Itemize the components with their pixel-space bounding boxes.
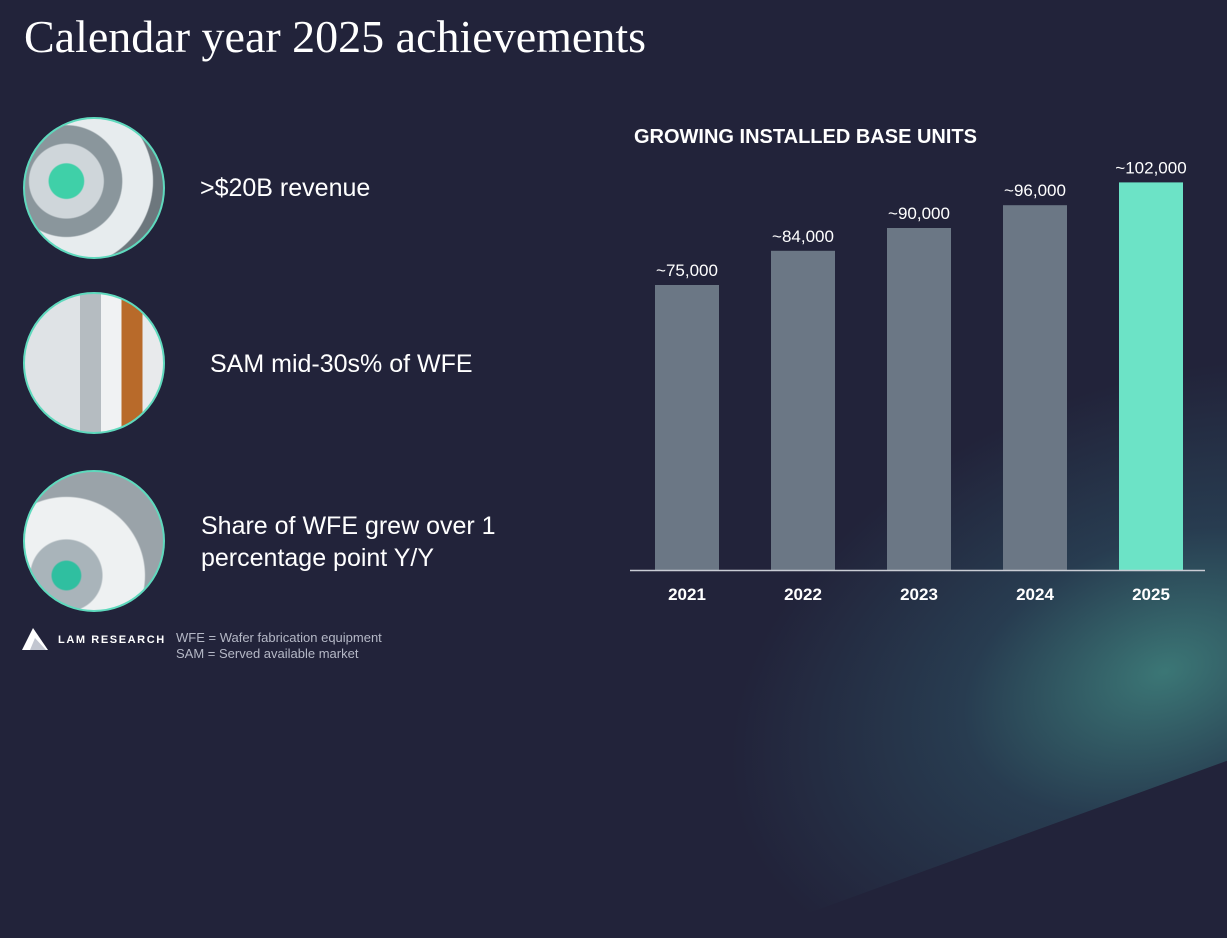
wafer-handling-image — [23, 470, 165, 612]
lam-research-logo: LAM RESEARCH — [22, 628, 166, 652]
footnotes: WFE = Wafer fabrication equipment SAM = … — [176, 630, 382, 662]
slide-title: Calendar year 2025 achievements — [24, 11, 647, 62]
bar-2022 — [771, 250, 835, 571]
equipment-image — [23, 292, 165, 434]
footnote-wfe: WFE = Wafer fabrication equipment — [176, 630, 382, 645]
x-tick-label-2025: 2025 — [1132, 585, 1170, 604]
achievement-sam: SAM mid-30s% of WFE — [210, 350, 473, 378]
bar-2023 — [887, 228, 951, 570]
bar-2021 — [655, 285, 719, 570]
chart-title: GROWING INSTALLED BASE UNITS — [634, 126, 977, 148]
bar-2024 — [1003, 205, 1067, 570]
achievement-revenue: >$20B revenue — [200, 174, 371, 202]
x-tick-label-2024: 2024 — [1016, 585, 1054, 604]
data-label-2021: ~75,000 — [656, 261, 718, 280]
bar-2025 — [1119, 182, 1183, 570]
bar-chart: ~75,000 2021 ~84,000 2022 ~90,000 2023 ~96,000… — [630, 158, 1205, 604]
logo-triangle-icon — [22, 628, 48, 650]
x-tick-label-2022: 2022 — [784, 585, 822, 604]
x-tick-label-2023: 2023 — [900, 585, 938, 604]
data-label-2022: ~84,000 — [772, 227, 834, 246]
data-label-2025: ~102,000 — [1115, 158, 1186, 177]
footnote-sam: SAM = Served available market — [176, 646, 359, 661]
data-label-2023: ~90,000 — [888, 204, 950, 223]
achievement-share: Share of WFE grew over 1 percentage poin… — [201, 512, 496, 572]
logo-text: LAM RESEARCH — [58, 634, 166, 646]
wafer-chamber-image — [23, 117, 165, 259]
data-label-2024: ~96,000 — [1004, 181, 1066, 200]
x-tick-label-2021: 2021 — [668, 585, 706, 604]
